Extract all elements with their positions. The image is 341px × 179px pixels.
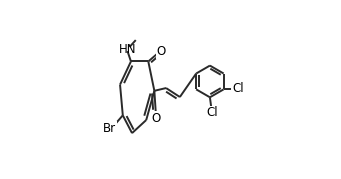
- Text: O: O: [151, 112, 160, 125]
- Text: O: O: [157, 45, 166, 58]
- Text: HN: HN: [119, 43, 136, 56]
- Text: Cl: Cl: [206, 106, 218, 119]
- Text: Cl: Cl: [232, 82, 244, 95]
- Text: Br: Br: [103, 122, 116, 135]
